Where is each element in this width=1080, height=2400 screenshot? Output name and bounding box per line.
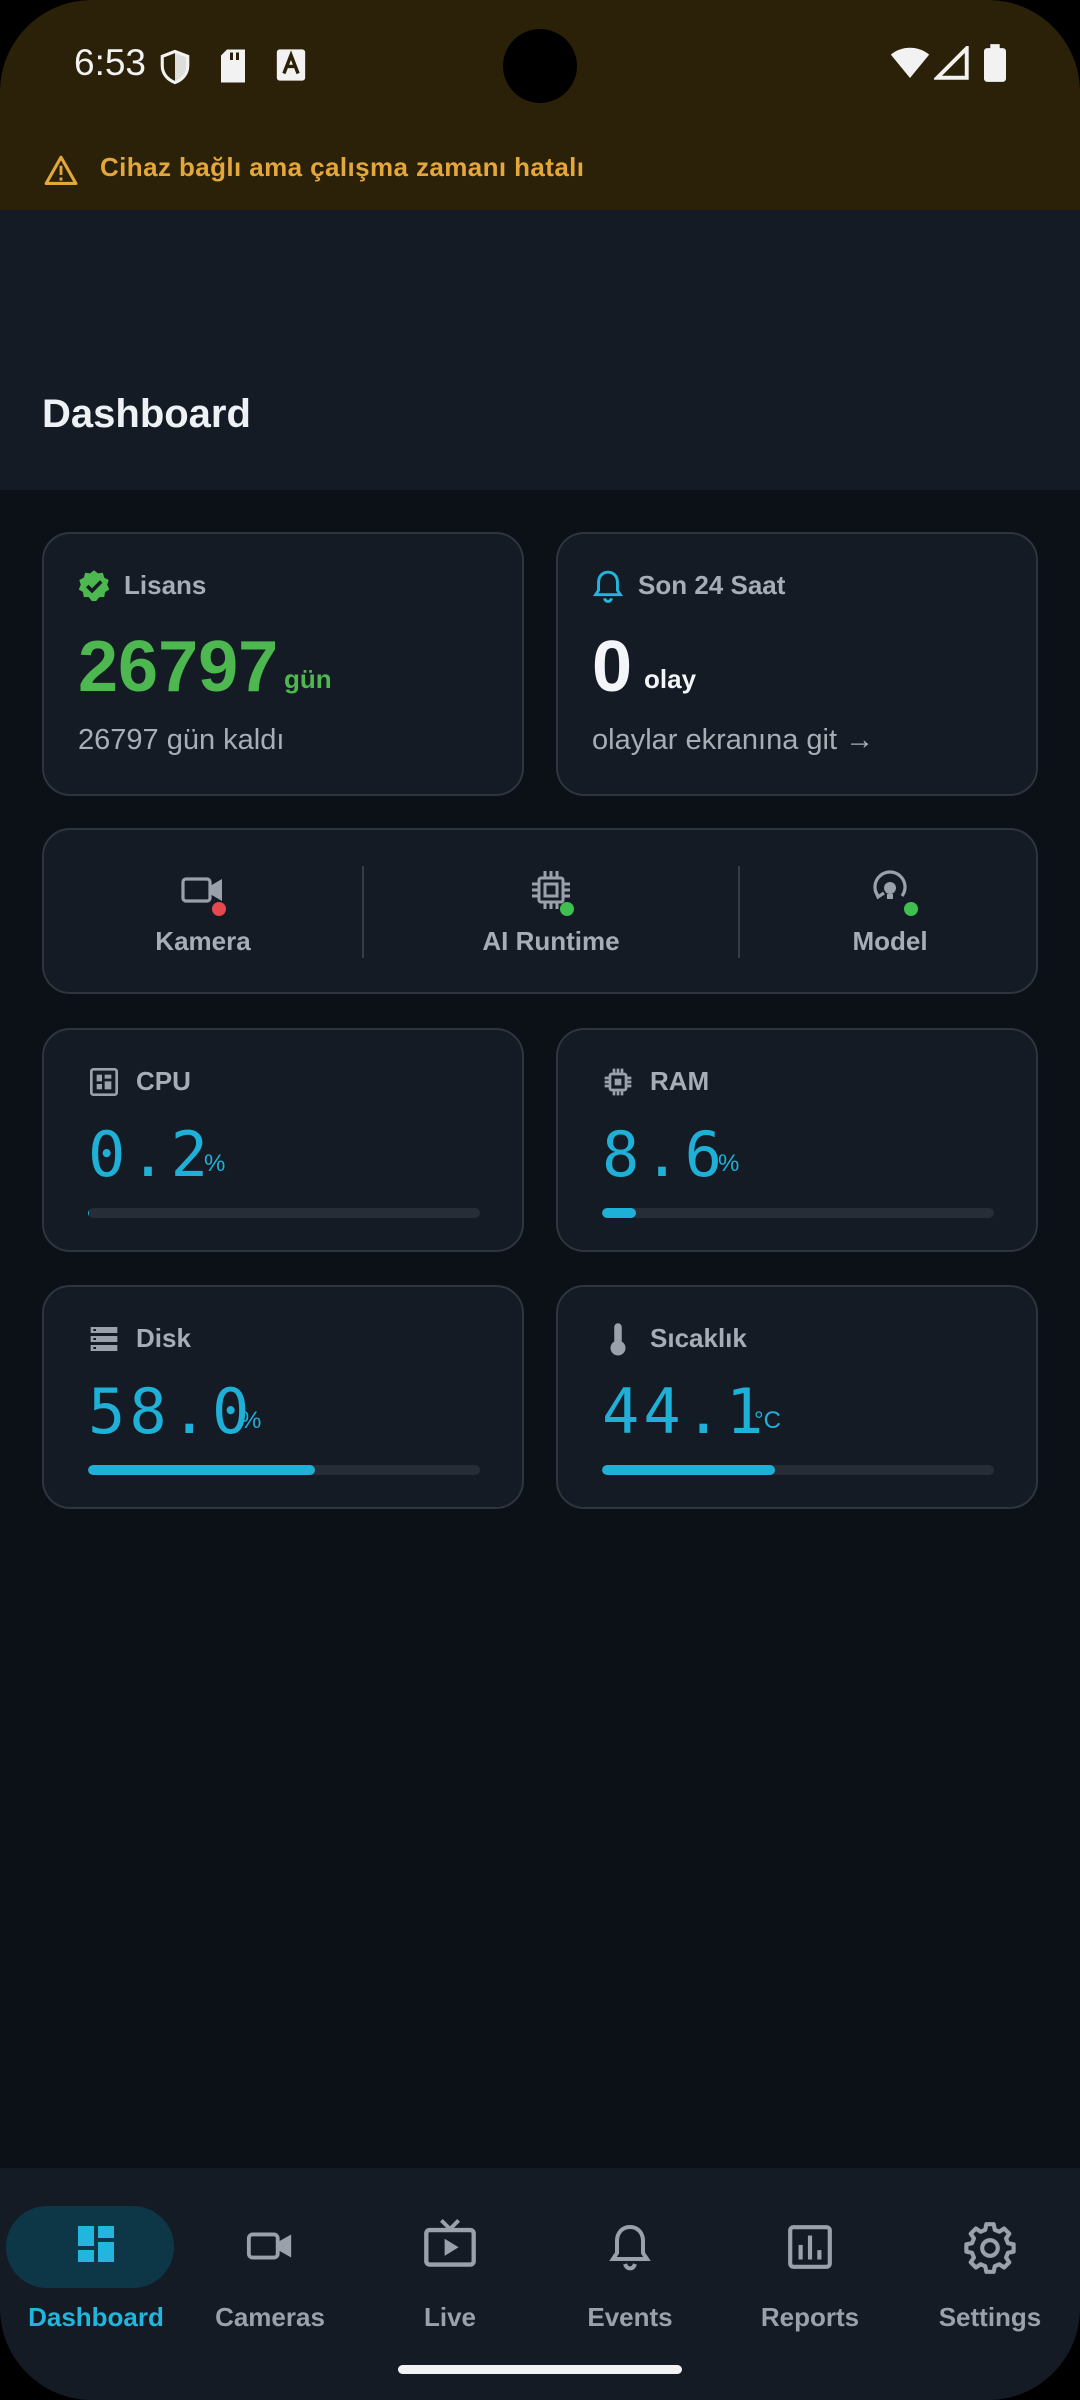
cpu-card: CPU 0.2 % bbox=[42, 1028, 524, 1252]
events-label: Son 24 Saat bbox=[638, 570, 786, 600]
metric-bar bbox=[88, 1465, 480, 1475]
metric-bar-fill bbox=[602, 1208, 636, 1218]
license-days-value: 26797 bbox=[78, 627, 279, 707]
nav-cameras[interactable]: Cameras bbox=[180, 2188, 360, 2338]
bar-chart-icon bbox=[788, 2225, 832, 2269]
signal-icon bbox=[934, 46, 969, 80]
warning-banner: Cihaz bağlı ama çalışma zamanı hatalı bbox=[0, 140, 1080, 208]
dashboard-icon bbox=[78, 2226, 114, 2262]
text-a-icon bbox=[276, 49, 306, 81]
page-title: Dashboard bbox=[42, 392, 251, 436]
events-count-unit: olay bbox=[644, 664, 697, 694]
home-indicator[interactable] bbox=[398, 2365, 682, 2374]
service-status-dot bbox=[904, 902, 918, 916]
nav-dashboard[interactable]: Dashboard bbox=[6, 2188, 186, 2338]
cpu-icon bbox=[90, 1068, 118, 1096]
events-count-value: 0 bbox=[592, 627, 633, 707]
metric-bar bbox=[602, 1208, 994, 1218]
divider bbox=[362, 866, 364, 958]
metric-label: CPU bbox=[136, 1066, 191, 1096]
nav-events[interactable]: Events bbox=[540, 2188, 720, 2338]
license-days-unit: gün bbox=[284, 664, 332, 694]
nav-label: Events bbox=[587, 2302, 673, 2332]
temperature-card: Sıcaklık 44.1 °C bbox=[556, 1285, 1038, 1509]
service-ai-runtime: AI Runtime bbox=[364, 830, 738, 992]
active-indicator bbox=[6, 2206, 174, 2288]
service-model: Model bbox=[740, 830, 1040, 992]
nav-label: Settings bbox=[938, 2302, 1042, 2332]
warning-icon bbox=[44, 155, 78, 186]
disk-card: Disk 58.0 % bbox=[42, 1285, 524, 1509]
events-card[interactable]: Son 24 Saat 0 olay olaylar ekranına git … bbox=[556, 532, 1038, 796]
metric-value: 8.6 bbox=[602, 1118, 726, 1191]
warning-text: Cihaz bağlı ama çalışma zamanı hatalı bbox=[100, 152, 585, 182]
metric-bar-fill bbox=[88, 1465, 316, 1475]
memory-icon bbox=[604, 1068, 632, 1096]
nav-live[interactable]: Live bbox=[360, 2188, 540, 2338]
license-label: Lisans bbox=[124, 570, 207, 600]
service-camera: Kamera bbox=[44, 830, 362, 992]
metric-bar-fill bbox=[602, 1465, 775, 1475]
license-card: Lisans 26797 gün 26797 gün kaldı bbox=[42, 532, 524, 796]
metric-unit: °C bbox=[754, 1407, 781, 1434]
nav-reports[interactable]: Reports bbox=[720, 2188, 900, 2338]
metric-value: 44.1 bbox=[602, 1375, 768, 1448]
metric-unit: % bbox=[718, 1150, 740, 1177]
metric-value: 0.2 bbox=[88, 1118, 212, 1191]
storage-icon bbox=[90, 1327, 118, 1351]
metric-bar-fill bbox=[88, 1208, 89, 1218]
ram-card: RAM 8.6 % bbox=[556, 1028, 1038, 1252]
bottom-navigation: Dashboard Cameras Live Events bbox=[0, 2168, 1080, 2400]
nav-label: Cameras bbox=[215, 2302, 325, 2332]
metric-unit: % bbox=[204, 1150, 226, 1177]
metric-bar bbox=[602, 1465, 994, 1475]
live-tv-icon bbox=[424, 2219, 476, 2267]
metric-bar bbox=[88, 1208, 480, 1218]
metric-label: RAM bbox=[650, 1066, 710, 1096]
divider bbox=[738, 866, 740, 958]
battery-icon bbox=[984, 44, 1006, 82]
sd-card-icon bbox=[221, 49, 245, 83]
nav-label: Dashboard bbox=[28, 2302, 164, 2332]
license-remaining-text: 26797 gün kaldı bbox=[78, 724, 285, 756]
metric-label: Sıcaklık bbox=[650, 1323, 747, 1353]
gear-icon bbox=[964, 2222, 1016, 2274]
app-bar: Dashboard bbox=[0, 210, 1080, 490]
bell-icon bbox=[592, 570, 624, 603]
videocam-icon bbox=[181, 877, 222, 903]
metric-value: 58.0 bbox=[88, 1375, 254, 1448]
chip-icon bbox=[532, 871, 570, 909]
service-label: Model bbox=[852, 926, 928, 956]
videocam-icon bbox=[246, 2232, 292, 2260]
service-status-dot bbox=[212, 902, 226, 916]
nav-label: Reports bbox=[760, 2302, 860, 2332]
nav-settings[interactable]: Settings bbox=[900, 2188, 1080, 2338]
events-link[interactable]: olaylar ekranına git → bbox=[592, 724, 875, 756]
shield-icon bbox=[160, 49, 190, 85]
services-card: Kamera AI Runtime Model bbox=[42, 828, 1038, 994]
metric-label: Disk bbox=[136, 1323, 191, 1353]
status-time: 6:53 bbox=[74, 42, 147, 83]
service-label: AI Runtime bbox=[482, 926, 620, 956]
verified-icon bbox=[78, 570, 110, 602]
wifi-icon bbox=[890, 47, 930, 78]
thermometer-icon bbox=[610, 1323, 626, 1356]
nav-label: Live bbox=[423, 2302, 477, 2332]
metric-unit: % bbox=[240, 1407, 262, 1434]
service-label: Kamera bbox=[155, 926, 251, 956]
service-status-dot bbox=[560, 902, 574, 916]
bell-icon bbox=[609, 2224, 651, 2271]
camera-cutout bbox=[503, 29, 577, 103]
model-icon bbox=[873, 870, 907, 900]
status-bar: 6:53 bbox=[0, 0, 1080, 135]
